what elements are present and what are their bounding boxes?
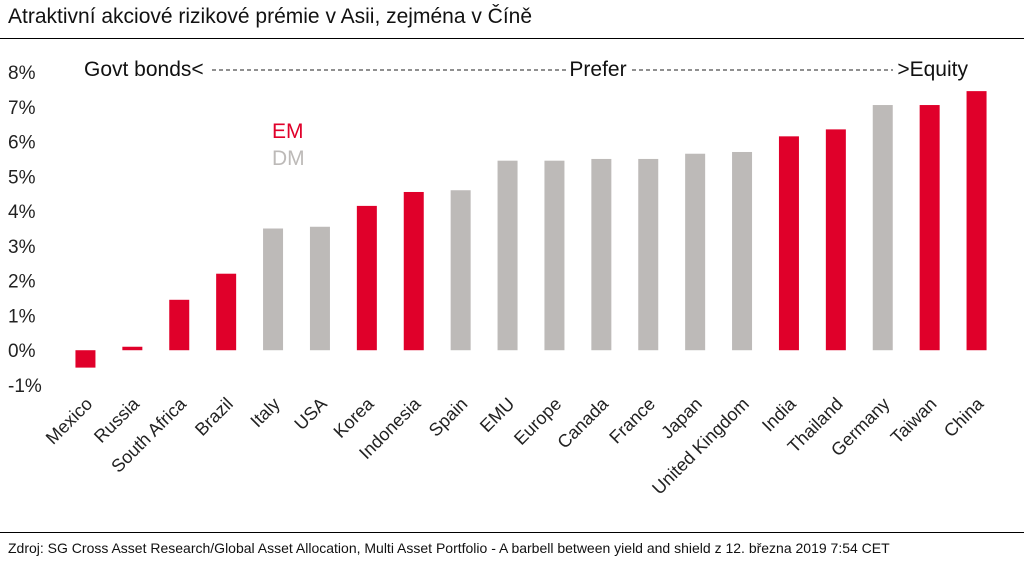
preference-annotation: Govt bonds< Prefer >Equity [84,58,968,81]
bar-united-kingdom [732,151,753,351]
x-tick-label: Taiwan [887,394,941,448]
x-tick-label: Brazil [191,394,237,440]
bar-indonesia [403,191,424,351]
bar-mexico [75,350,96,368]
annotation-prefer: Prefer [569,58,626,81]
y-tick-label: 4% [8,202,36,223]
bar-taiwan [919,105,940,351]
bar-brazil [216,273,237,351]
y-axis: -1% 0% 1% 2% 3% 4% 5% 6% 7% 8% [8,63,42,397]
legend-em: EM [272,120,304,143]
bar-usa [309,226,330,351]
bar-europe [544,160,565,351]
bar-france [638,158,659,351]
bar-korea [356,205,377,351]
x-tick-label: USA [290,394,330,434]
title-divider [0,38,1024,39]
y-tick-label: 2% [8,272,36,293]
bar-south-africa [169,299,190,351]
annotation-govt-bonds: Govt bonds< [84,58,204,81]
bar-canada [591,158,612,351]
chart-title: Atraktivní akciové rizikové prémie v Asi… [8,5,533,28]
x-tick-label: EMU [476,394,518,436]
bar-germany [872,105,893,351]
y-tick-label: -1% [8,376,42,397]
y-tick-label: 3% [8,237,36,258]
legend-dm: DM [272,147,305,170]
y-tick-label: 5% [8,167,36,188]
bars [75,91,987,368]
y-tick-label: 7% [8,98,36,119]
x-tick-label: Italy [246,394,283,431]
y-tick-label: 8% [8,63,36,84]
bar-china [966,91,987,351]
bar-india [778,136,799,351]
bar-italy [263,228,284,351]
y-tick-label: 1% [8,306,36,327]
bar-emu [497,160,518,351]
x-tick-label: France [605,394,659,448]
bar-japan [685,153,706,351]
y-tick-label: 6% [8,133,36,154]
bar-thailand [825,129,846,351]
x-tick-label: Canada [553,393,612,452]
legend: EM DM [272,120,305,170]
bar-spain [450,190,471,351]
bar-russia [122,346,143,351]
x-tick-label: China [940,393,988,441]
y-tick-label: 0% [8,341,36,362]
source-note: Zdroj: SG Cross Asset Research/Global As… [8,540,890,556]
annotation-equity: >Equity [897,58,968,81]
x-tick-label: Spain [425,394,472,441]
x-tick-label: India [758,393,800,435]
source-divider [0,532,1024,533]
bar-chart: -1% 0% 1% 2% 3% 4% 5% 6% 7% 8% MexicoRussiaSouth … [8,58,988,498]
x-tick-label: Mexico [42,394,96,448]
